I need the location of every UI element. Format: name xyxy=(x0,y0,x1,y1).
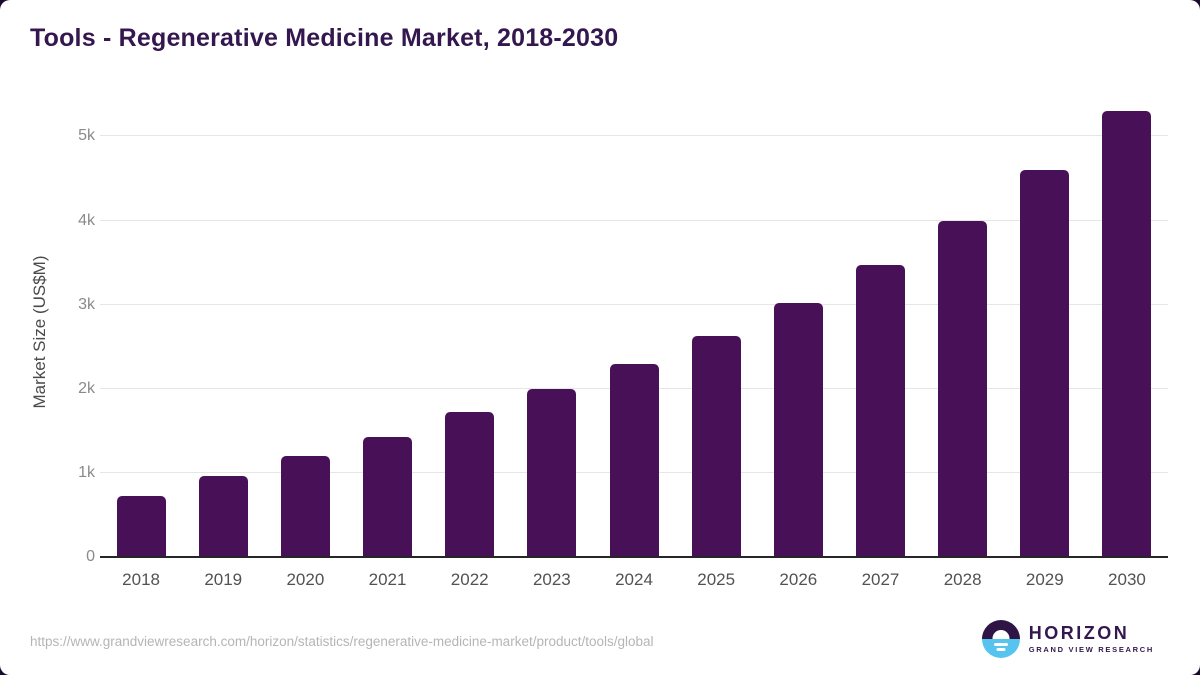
bar-2019 xyxy=(198,476,248,557)
bar-2026 xyxy=(773,302,823,557)
bar-2021 xyxy=(363,436,413,557)
gridline xyxy=(100,303,1168,305)
bar-2029 xyxy=(1020,170,1070,557)
x-tick-label: 2027 xyxy=(861,570,900,589)
x-tick-label: 2020 xyxy=(286,570,325,589)
logo-wordmark: HORIZON xyxy=(1028,623,1130,643)
sun-icon xyxy=(992,630,1010,639)
bar-slot xyxy=(264,107,346,557)
source-url: https://www.grandviewresearch.com/horizo… xyxy=(30,634,654,649)
bar-slot xyxy=(922,107,1004,557)
bar-2027 xyxy=(855,265,905,557)
gridline xyxy=(100,135,1168,137)
x-tick-label: 2030 xyxy=(1108,570,1146,589)
x-tick-label: 2019 xyxy=(204,570,243,589)
x-tick-label: 2024 xyxy=(615,570,653,589)
bar-slot xyxy=(511,107,593,557)
bar-2022 xyxy=(445,411,495,557)
bar-slot xyxy=(839,107,921,557)
bar-slot xyxy=(675,107,757,557)
bar-2023 xyxy=(527,388,577,557)
bar-slot xyxy=(757,107,839,557)
bar-slot xyxy=(182,107,264,557)
bar-2018 xyxy=(116,496,166,557)
y-tick-label: 4k xyxy=(78,211,95,229)
x-tick-label: 2025 xyxy=(697,570,736,589)
bar-slot xyxy=(429,107,511,557)
bars-row xyxy=(100,107,1168,557)
bar-slot xyxy=(1086,107,1168,557)
x-tick-label: 2026 xyxy=(779,570,818,589)
x-tick-label: 2022 xyxy=(450,570,489,589)
y-tick-label: 3k xyxy=(78,295,95,313)
y-tick-label: 0 xyxy=(86,548,95,565)
sun-reflection-line xyxy=(993,643,1008,646)
bar-2020 xyxy=(280,456,330,557)
logo-subtitle: GRAND VIEW RESEARCH xyxy=(1028,645,1154,654)
bar-slot xyxy=(100,107,182,557)
plot-area xyxy=(100,107,1168,557)
x-tick-label: 2028 xyxy=(943,570,982,589)
gridline xyxy=(100,219,1168,221)
y-axis-labels: 0 1k 2k 3k 4k 5k xyxy=(0,107,95,565)
bar-slot xyxy=(346,107,428,557)
sun-reflection-line xyxy=(996,648,1006,651)
x-tick-label: 2018 xyxy=(122,570,160,589)
x-axis-labels: 2018 2019 2020 2021 2022 2023 2024 2025 2026 2027… xyxy=(100,570,1168,590)
horizon-logo: HORIZON GRAND VIEW RESEARCH xyxy=(981,620,1154,658)
x-axis-line xyxy=(100,556,1168,558)
x-tick-label: 2023 xyxy=(532,570,571,589)
y-tick-label: 5k xyxy=(78,127,95,145)
bar-slot xyxy=(1004,107,1086,557)
logo-sky-half xyxy=(981,620,1020,639)
bar-slot xyxy=(593,107,675,557)
chart-title: Tools - Regenerative Medicine Market, 20… xyxy=(30,24,619,52)
x-tick-label: 2021 xyxy=(368,570,407,589)
horizon-logo-icon xyxy=(981,620,1020,658)
bar-2030 xyxy=(1102,111,1152,557)
bar-2028 xyxy=(938,220,988,557)
y-tick-label: 1k xyxy=(78,463,95,481)
x-tick-label: 2029 xyxy=(1025,570,1064,589)
bar-2024 xyxy=(609,363,659,557)
logo-text-block: HORIZON GRAND VIEW RESEARCH xyxy=(1028,623,1154,655)
y-tick-label: 2k xyxy=(78,379,95,397)
bar-2025 xyxy=(691,335,741,557)
